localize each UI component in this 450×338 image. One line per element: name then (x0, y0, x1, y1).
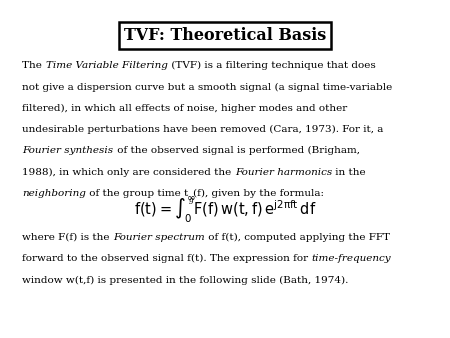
Text: $\mathrm{f(t)=\int_0^{\infty}\!F(f)\,w(t,f)\,e^{j2\pi ft}\,df}$: $\mathrm{f(t)=\int_0^{\infty}\!F(f)\,w(t… (134, 195, 316, 224)
Text: window w(t,f) is presented in the following slide (Bath, 1974).: window w(t,f) is presented in the follow… (22, 275, 349, 285)
Text: Time Variable Filtering: Time Variable Filtering (45, 61, 167, 70)
Text: (f), given by the formula:: (f), given by the formula: (194, 189, 324, 198)
Text: 1988), in which only are considered the: 1988), in which only are considered the (22, 168, 235, 177)
Text: Fourier synthesis: Fourier synthesis (22, 146, 113, 155)
Text: of f(t), computed applying the FFT: of f(t), computed applying the FFT (205, 233, 390, 242)
Text: filtered), in which all effects of noise, higher modes and other: filtered), in which all effects of noise… (22, 104, 348, 113)
Text: (TVF) is a filtering technique that does: (TVF) is a filtering technique that does (167, 61, 375, 70)
Text: TVF: Theoretical Basis: TVF: Theoretical Basis (124, 27, 326, 44)
Text: neighboring: neighboring (22, 189, 86, 198)
Text: of the observed signal is performed (Brigham,: of the observed signal is performed (Bri… (113, 146, 360, 155)
Text: in the: in the (332, 168, 366, 177)
Text: where F(f) is the: where F(f) is the (22, 233, 113, 242)
Text: g: g (189, 196, 194, 204)
Text: undesirable perturbations have been removed (Cara, 1973). For it, a: undesirable perturbations have been remo… (22, 125, 384, 134)
Text: time-frequency: time-frequency (312, 254, 392, 263)
Text: The: The (22, 61, 45, 70)
Text: Fourier harmonics: Fourier harmonics (235, 168, 332, 177)
Text: forward to the observed signal f(t). The expression for: forward to the observed signal f(t). The… (22, 254, 312, 263)
Text: not give a dispersion curve but a smooth signal (a signal time-variable: not give a dispersion curve but a smooth… (22, 82, 393, 92)
Text: of the group time t: of the group time t (86, 189, 189, 198)
Text: Fourier spectrum: Fourier spectrum (113, 233, 205, 242)
